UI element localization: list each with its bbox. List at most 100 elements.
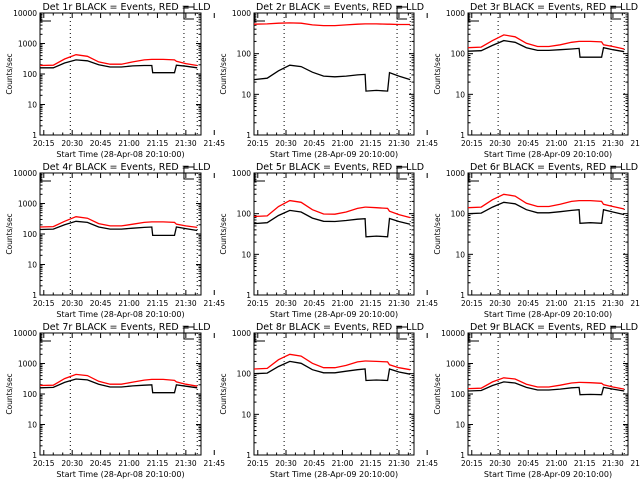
x-tick-label: 21:15 xyxy=(574,299,596,308)
state-bracket-marker xyxy=(183,326,194,340)
state-bracket-marker xyxy=(254,172,265,182)
y-tick-label: 1 xyxy=(246,291,251,300)
x-tick-label: 21:00 xyxy=(118,459,140,468)
y-tick-label: 100 xyxy=(23,390,38,399)
x-tick-label: 21:45 xyxy=(416,459,438,468)
y-tick-label: 10 xyxy=(455,90,465,99)
y-tick-label: 10 xyxy=(27,261,37,270)
y-tick-label: 1000 xyxy=(446,360,465,369)
x-tick-label: 20:15 xyxy=(461,299,483,308)
y-tick-label: 100 xyxy=(451,50,466,59)
x-axis-label: Start Time (28-Apr-09 20:10:00) xyxy=(484,470,612,479)
x-tick-label: 21:15 xyxy=(574,459,596,468)
y-tick-label: 100 xyxy=(451,210,466,219)
y-tick-label: 100 xyxy=(451,390,466,399)
panel-det-6: Det 6r BLACK = Events, RED = LLD 1 10 100 10… xyxy=(433,162,640,319)
panel-det-4: Det 4r BLACK = Events, RED = LLD 1 10 100 10… xyxy=(5,162,225,319)
plot-frame xyxy=(39,332,202,456)
y-axis-label: Counts/sec xyxy=(433,53,442,94)
x-tick-label: 21:15 xyxy=(360,139,382,148)
x-tick-label: 20:30 xyxy=(275,299,297,308)
panel-det-8: Det 8r BLACK = Events, RED = LLD 1 10 100 10… xyxy=(219,322,438,479)
state-bracket-marker xyxy=(254,332,265,342)
plot-frame xyxy=(467,12,629,136)
y-tick-label: 10 xyxy=(241,410,251,419)
y-tick-label: 100 xyxy=(237,50,252,59)
x-tick-label: 20:30 xyxy=(275,139,297,148)
x-tick-label: 21:15 xyxy=(360,459,382,468)
y-tick-label: 1000 xyxy=(232,329,251,338)
y-tick-label: 10 xyxy=(455,250,465,259)
y-tick-label: 100 xyxy=(23,70,38,79)
state-bracket-marker xyxy=(40,332,51,342)
x-axis-label: Start Time (28-Apr-08 20:10:00) xyxy=(56,150,184,159)
series-line-events xyxy=(39,378,198,394)
x-tick-label: 20:30 xyxy=(61,139,83,148)
x-axis-label: Start Time (28-Apr-09 20:10:00) xyxy=(270,310,398,319)
y-tick-label: 10000 xyxy=(13,169,37,178)
x-tick-label: 21:45 xyxy=(203,299,225,308)
panel-title: Det 8r BLACK = Events, RED = LLD xyxy=(256,322,424,333)
panel-det-1: Det 1r BLACK = Events, RED = LLD 1 10 100 10… xyxy=(5,2,225,159)
y-tick-label: 1 xyxy=(460,131,465,140)
x-tick-label: 21:00 xyxy=(546,459,568,468)
plot-frame xyxy=(39,12,202,136)
y-tick-label: 1 xyxy=(32,131,37,140)
x-axis-label: Start Time (28-Apr-08 20:10:00) xyxy=(56,310,184,319)
state-bracket-marker xyxy=(396,326,408,340)
x-tick-label: 21:00 xyxy=(546,299,568,308)
plot-frame xyxy=(467,332,629,456)
x-tick-label: 21:30 xyxy=(175,299,197,308)
x-tick-label: 21:45 xyxy=(416,139,438,148)
state-bracket-marker xyxy=(468,12,479,22)
panel-title: Det 2r BLACK = Events, RED = LLD xyxy=(256,2,424,13)
series-line-events xyxy=(253,64,411,92)
series-line-events xyxy=(467,39,625,58)
x-tick-label: 20:15 xyxy=(247,299,269,308)
state-bracket-marker xyxy=(183,6,194,20)
x-tick-label: 20:45 xyxy=(90,299,112,308)
panel-title: Det 1r BLACK = Events, RED = LLD xyxy=(42,2,210,13)
y-tick-label: 1000 xyxy=(446,169,465,178)
series-line-events xyxy=(40,59,198,74)
y-tick-label: 10 xyxy=(27,101,37,110)
x-tick-label: 21:15 xyxy=(147,459,169,468)
series-line-events xyxy=(39,220,198,237)
panel-det-5: Det 5r BLACK = Events, RED = LLD 1 10 100 10… xyxy=(219,162,438,319)
series-line-lld xyxy=(253,199,411,219)
x-tick-label: 21:45 xyxy=(416,299,438,308)
x-tick-label: 20:15 xyxy=(33,459,55,468)
y-tick-label: 1 xyxy=(32,291,37,300)
y-tick-label: 1000 xyxy=(18,40,37,49)
x-tick-label: 21:00 xyxy=(546,139,568,148)
x-tick-label: 21:30 xyxy=(388,139,410,148)
state-bracket-marker xyxy=(610,166,622,180)
x-tick-label: 21:30 xyxy=(175,139,197,148)
state-bracket-marker xyxy=(468,172,479,182)
y-tick-label: 10 xyxy=(455,421,465,430)
state-bracket-marker xyxy=(40,172,51,182)
panel-title: Det 9r BLACK = Events, RED = LLD xyxy=(470,322,638,333)
state-bracket-marker xyxy=(396,6,408,20)
series-line-lld xyxy=(467,193,625,210)
x-tick-label: 21:15 xyxy=(147,139,169,148)
series-line-events xyxy=(467,201,625,224)
y-tick-label: 1000 xyxy=(18,200,37,209)
x-tick-label: 20:30 xyxy=(489,299,511,308)
x-tick-label: 21:30 xyxy=(602,139,624,148)
series-line-lld xyxy=(467,377,625,390)
x-tick-label: 20:45 xyxy=(517,299,539,308)
y-axis-label: Counts/sec xyxy=(433,213,442,254)
x-tick-label: 21:30 xyxy=(388,459,410,468)
y-tick-label: 1000 xyxy=(18,360,37,369)
x-tick-label: 21:30 xyxy=(602,459,624,468)
plot-frame xyxy=(467,172,629,296)
x-tick-label: 20:45 xyxy=(517,459,539,468)
state-bracket-marker xyxy=(254,12,265,22)
x-tick-label: 20:15 xyxy=(461,139,483,148)
state-bracket-marker xyxy=(610,326,622,340)
x-tick-label: 21:30 xyxy=(602,299,624,308)
y-tick-label: 1 xyxy=(32,451,37,460)
y-tick-label: 1000 xyxy=(232,9,251,18)
x-tick-label: 20:45 xyxy=(303,139,325,148)
